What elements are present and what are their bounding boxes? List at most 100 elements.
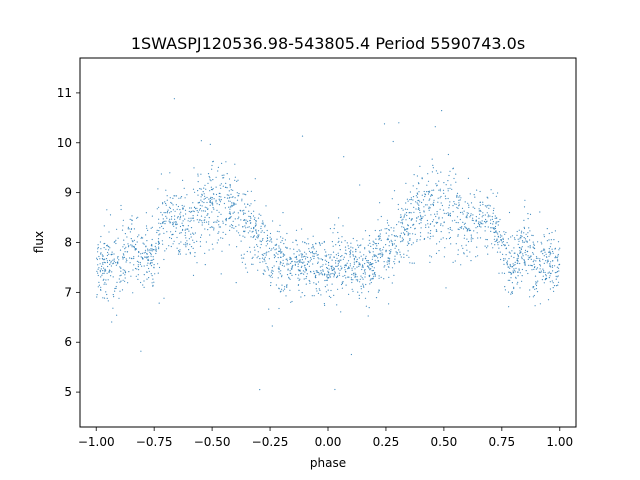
- data-point: [452, 205, 454, 207]
- data-point: [367, 260, 369, 262]
- data-point: [105, 291, 107, 293]
- data-point: [98, 267, 100, 269]
- data-point: [378, 277, 380, 279]
- data-point: [349, 263, 351, 265]
- data-point: [175, 230, 177, 232]
- data-point: [373, 267, 375, 269]
- data-point: [457, 228, 459, 230]
- data-point: [213, 208, 215, 210]
- data-point: [189, 207, 191, 209]
- data-point: [271, 273, 274, 275]
- data-point: [198, 202, 200, 204]
- data-point: [360, 244, 362, 246]
- data-point: [164, 250, 166, 252]
- data-point: [158, 248, 160, 250]
- data-point: [546, 228, 548, 230]
- data-point: [250, 203, 252, 205]
- data-point: [467, 241, 470, 243]
- data-point: [417, 182, 420, 184]
- data-point: [396, 236, 399, 238]
- data-point: [367, 315, 369, 317]
- data-point: [502, 238, 504, 240]
- data-point: [484, 230, 486, 232]
- data-point: [115, 262, 117, 264]
- data-point: [233, 204, 235, 206]
- data-point: [136, 241, 138, 243]
- data-point: [427, 236, 429, 238]
- data-point: [408, 217, 411, 219]
- data-point: [397, 208, 399, 210]
- data-point: [235, 203, 237, 205]
- data-point: [325, 291, 327, 293]
- data-point: [532, 287, 534, 289]
- data-point: [151, 243, 153, 246]
- data-point: [209, 177, 211, 179]
- data-point: [109, 263, 111, 265]
- data-point: [508, 244, 510, 246]
- data-point: [452, 211, 454, 213]
- data-point: [269, 236, 271, 238]
- data-point: [470, 240, 472, 242]
- data-point: [124, 233, 126, 235]
- data-point: [215, 201, 217, 203]
- data-point: [518, 268, 520, 270]
- data-point: [264, 256, 266, 258]
- data-point: [209, 204, 211, 206]
- data-point: [297, 263, 299, 265]
- data-point: [175, 224, 177, 226]
- data-point: [553, 239, 555, 241]
- data-point: [257, 217, 260, 219]
- data-point: [198, 219, 200, 221]
- data-point: [218, 226, 220, 228]
- data-point: [301, 254, 303, 256]
- data-point: [362, 272, 364, 275]
- data-point: [116, 314, 118, 316]
- data-point: [345, 271, 347, 273]
- data-point: [466, 215, 468, 217]
- data-point: [228, 200, 230, 202]
- data-point: [509, 265, 511, 267]
- data-point: [532, 252, 534, 254]
- data-point: [326, 276, 328, 278]
- data-point: [266, 237, 269, 240]
- data-point: [179, 251, 181, 253]
- data-point: [435, 229, 437, 231]
- data-point: [412, 185, 414, 187]
- data-point: [543, 255, 545, 257]
- data-point: [204, 228, 206, 230]
- data-point: [273, 247, 275, 249]
- data-point: [217, 166, 219, 168]
- data-point: [478, 210, 480, 212]
- data-point: [273, 254, 275, 256]
- data-point: [390, 251, 392, 253]
- data-point: [433, 189, 435, 191]
- data-point: [108, 269, 111, 271]
- data-point: [218, 204, 220, 206]
- data-point: [331, 272, 333, 275]
- data-point: [152, 256, 154, 258]
- data-point: [449, 170, 451, 172]
- data-point: [193, 220, 195, 222]
- data-point: [443, 182, 445, 184]
- data-point: [533, 244, 536, 246]
- data-point: [499, 251, 501, 253]
- data-point: [131, 219, 133, 221]
- data-point: [325, 255, 327, 258]
- data-point: [463, 223, 465, 225]
- data-point: [379, 256, 382, 259]
- data-point: [454, 219, 456, 221]
- data-point: [541, 250, 543, 252]
- data-point: [423, 211, 425, 213]
- data-point: [415, 220, 417, 222]
- data-point: [423, 206, 425, 208]
- data-point: [257, 245, 259, 247]
- data-point: [205, 188, 207, 190]
- data-point: [166, 231, 168, 233]
- data-point: [333, 267, 335, 269]
- data-point: [286, 286, 288, 288]
- data-point: [375, 247, 377, 249]
- data-point: [291, 300, 293, 303]
- data-point: [117, 257, 119, 259]
- data-point: [313, 248, 315, 250]
- data-point: [365, 258, 367, 260]
